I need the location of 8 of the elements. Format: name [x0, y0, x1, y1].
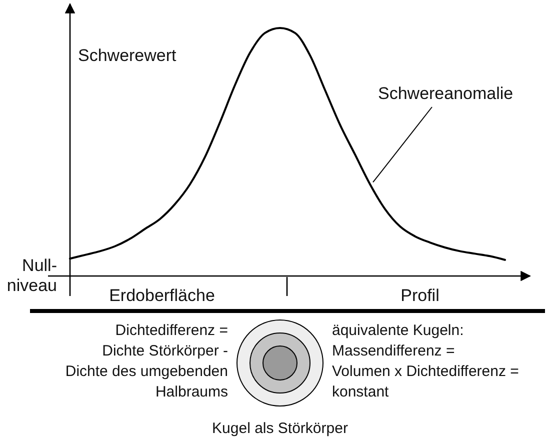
x-axis-title: Profil: [400, 286, 440, 305]
text: Kugel als Störkörper: [212, 420, 348, 437]
text: Dichtedifferenz = Dichte Störkörper - Dichte des umgebenden Halbraums: [65, 322, 228, 400]
text: äquivalente Kugeln: Massendifferenz = Volumen x Dichtedifferenz = konstant: [332, 322, 520, 400]
annotation: Null- niveau: [6, 256, 57, 295]
text: Erdoberfläche: [109, 286, 215, 305]
text: Schwereanomalie: [378, 84, 514, 103]
y-axis-title: Schwerewert: [78, 46, 177, 65]
